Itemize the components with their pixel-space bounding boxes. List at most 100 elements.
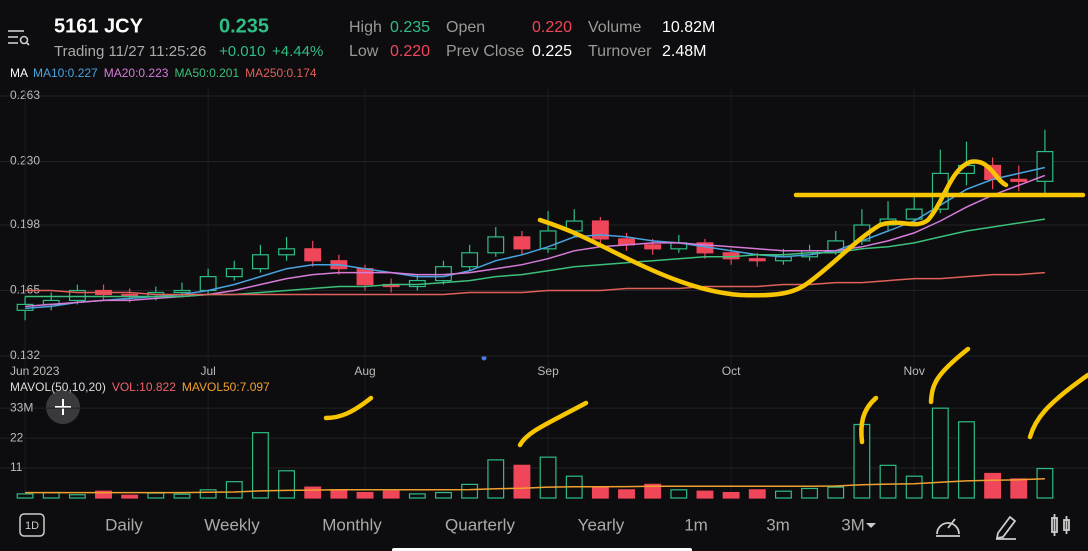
- volume-bar: [408, 493, 426, 499]
- stat-label: Turnover: [588, 43, 652, 60]
- candle-body: [225, 268, 243, 278]
- stat-value: 10.82M: [662, 19, 715, 36]
- candle-body: [513, 236, 531, 250]
- volume-bar: [173, 493, 191, 499]
- stat-value: 2.48M: [662, 43, 706, 60]
- volume-bar: [513, 464, 531, 499]
- legend-entry: MA50:0.201: [174, 66, 239, 80]
- volume-bar: [251, 432, 269, 499]
- ma-line: [25, 166, 1046, 310]
- candle-body: [487, 236, 505, 254]
- candle-body: [278, 248, 296, 256]
- candle-body: [251, 254, 269, 270]
- menu-icon[interactable]: [8, 30, 30, 46]
- drawn-stroke: [1027, 372, 1088, 440]
- candle-body: [199, 276, 217, 292]
- price: 0.235: [219, 15, 269, 37]
- tab[interactable]: 1D: [25, 520, 39, 532]
- stat-label: Prev Close: [446, 43, 524, 60]
- volume-bar: [487, 459, 505, 499]
- x-tick-label: Jun 2023: [10, 364, 60, 378]
- stat-label: Volume: [588, 19, 641, 36]
- volume-label: VOL:10.822: [112, 380, 176, 394]
- volume-bar: [1036, 467, 1054, 499]
- volume-bar: [42, 491, 60, 499]
- stat-value: 0.235: [390, 19, 430, 36]
- volume-bar: [95, 490, 112, 499]
- volume-bar: [618, 489, 635, 499]
- volume-bar: [748, 489, 766, 499]
- y-tick-label: 22: [10, 430, 24, 444]
- drawn-curve: [537, 159, 1009, 298]
- volume-bar: [670, 489, 688, 499]
- volume-bar: [722, 491, 740, 499]
- volume-bar: [774, 490, 792, 499]
- drawn-stroke: [517, 400, 589, 448]
- candle-body: [461, 252, 479, 268]
- day-icon[interactable]: [19, 513, 45, 537]
- mavol-line: [25, 477, 1045, 494]
- ma-line: [25, 271, 1045, 296]
- volume-bar: [984, 472, 1002, 499]
- ma-line: [25, 218, 1046, 298]
- volume-bar: [16, 493, 34, 499]
- tab[interactable]: Yearly: [578, 515, 625, 534]
- stat-label: Open: [446, 19, 485, 36]
- tab[interactable]: Daily: [105, 515, 143, 534]
- ma-legend-title: MA: [10, 66, 28, 80]
- symbol: 5161 JCY: [54, 15, 144, 37]
- legend-entry: MA10:0.227: [33, 66, 98, 80]
- tab[interactable]: Quarterly: [445, 515, 515, 534]
- volume-bar: [696, 490, 714, 499]
- status: Trading 11/27 11:25:26: [54, 43, 206, 60]
- dropdown-caret: [866, 523, 876, 528]
- candle-body: [931, 172, 949, 210]
- candle-body: [748, 258, 766, 262]
- volume-bar: [121, 494, 139, 499]
- stat-value: 0.220: [532, 19, 572, 36]
- draw-icon[interactable]: [995, 515, 1017, 540]
- stat-label: High: [349, 19, 382, 36]
- tab[interactable]: Monthly: [322, 515, 382, 534]
- legend-entry: MAVOL50:7.097: [182, 380, 270, 394]
- volume-bar: [147, 492, 165, 499]
- volume-bar: [905, 475, 923, 499]
- tab[interactable]: Weekly: [204, 515, 260, 534]
- tab[interactable]: 3m: [766, 515, 790, 534]
- tools: [936, 514, 1070, 540]
- volume-bar: [958, 421, 975, 499]
- candle-body: [539, 230, 557, 250]
- change-pct: +4.44%: [272, 43, 323, 60]
- legend-entry: MA20:0.223: [104, 66, 169, 80]
- volume-bar: [356, 491, 374, 499]
- drawn-stroke: [323, 395, 374, 421]
- volume-bar: [644, 483, 662, 499]
- volume-bar: [68, 494, 86, 499]
- candle-body: [905, 208, 923, 220]
- volume-bar: [801, 487, 819, 499]
- drawn-stroke: [859, 395, 879, 445]
- candle-body: [591, 220, 609, 240]
- volume-bar: [278, 470, 296, 499]
- x-tick-label: Oct: [722, 364, 741, 378]
- candle-body: [644, 244, 662, 250]
- y-tick-label: 33M: [10, 400, 33, 414]
- volume-bar: [879, 464, 897, 499]
- tab[interactable]: 3M: [841, 515, 865, 534]
- candle-icon[interactable]: [1051, 514, 1070, 536]
- indicator-icon[interactable]: [936, 518, 960, 537]
- stat-value: 0.220: [390, 43, 430, 60]
- x-tick-label: Jul: [200, 364, 215, 378]
- volume-bar: [435, 491, 452, 499]
- add-icon: [55, 399, 71, 415]
- volume-bar: [1010, 478, 1028, 499]
- volume-title: MAVOL(50,10,20): [10, 380, 106, 394]
- tab[interactable]: 1m: [684, 515, 708, 534]
- change: +0.010: [219, 43, 265, 60]
- volume-bar: [931, 407, 949, 499]
- stat-value: 0.225: [532, 43, 572, 60]
- candle-body: [173, 289, 191, 294]
- volume-bar: [330, 489, 348, 499]
- volume-bar: [827, 486, 845, 499]
